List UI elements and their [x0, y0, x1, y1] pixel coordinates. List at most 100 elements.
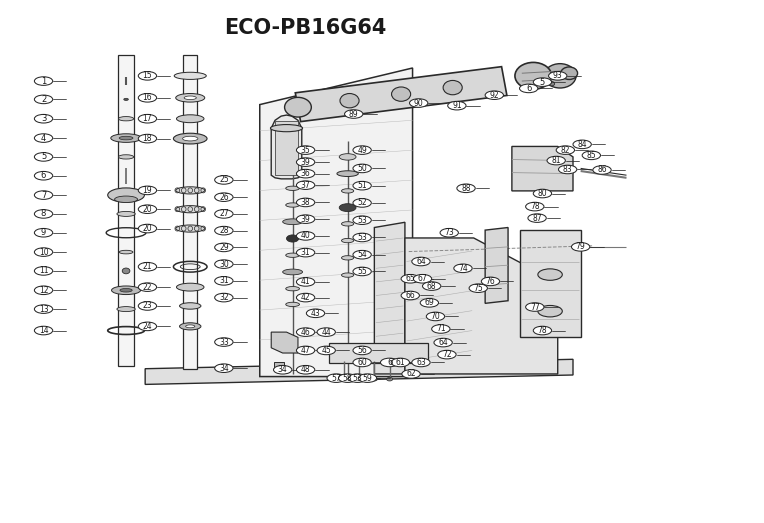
Text: 11: 11	[39, 266, 48, 276]
Ellipse shape	[117, 211, 135, 217]
Text: 81: 81	[552, 156, 561, 165]
Ellipse shape	[420, 299, 439, 307]
Text: 86: 86	[597, 165, 607, 175]
Ellipse shape	[353, 346, 371, 355]
Text: 47: 47	[301, 346, 310, 355]
Text: 53: 53	[358, 215, 367, 225]
Text: 6: 6	[387, 358, 393, 367]
Ellipse shape	[34, 191, 53, 199]
Text: 72: 72	[442, 350, 452, 359]
Ellipse shape	[306, 309, 325, 317]
Text: 71: 71	[436, 324, 445, 334]
Ellipse shape	[176, 225, 205, 232]
Ellipse shape	[215, 193, 233, 201]
Ellipse shape	[215, 243, 233, 252]
Ellipse shape	[342, 189, 354, 193]
Ellipse shape	[283, 219, 303, 224]
Ellipse shape	[485, 91, 503, 99]
Text: 58: 58	[343, 373, 352, 383]
Polygon shape	[145, 359, 573, 384]
Ellipse shape	[353, 199, 371, 207]
Ellipse shape	[112, 286, 141, 294]
Ellipse shape	[296, 346, 315, 355]
Ellipse shape	[34, 326, 53, 335]
Ellipse shape	[34, 95, 53, 104]
Ellipse shape	[438, 350, 456, 359]
Ellipse shape	[440, 229, 458, 237]
Polygon shape	[275, 121, 298, 175]
Ellipse shape	[138, 186, 157, 195]
Ellipse shape	[138, 94, 157, 102]
Text: 61: 61	[396, 358, 405, 367]
Text: 93: 93	[553, 71, 562, 81]
Ellipse shape	[34, 115, 53, 123]
Text: 31: 31	[301, 248, 310, 257]
Ellipse shape	[558, 165, 577, 174]
Ellipse shape	[412, 358, 430, 367]
Ellipse shape	[538, 269, 562, 280]
Ellipse shape	[180, 303, 201, 309]
Ellipse shape	[296, 215, 315, 223]
Text: 21: 21	[143, 262, 152, 271]
Text: 64: 64	[416, 257, 426, 266]
Text: 44: 44	[322, 327, 331, 337]
Text: 73: 73	[445, 228, 454, 237]
Text: 88: 88	[461, 184, 471, 193]
Ellipse shape	[520, 84, 538, 93]
Text: 28: 28	[219, 226, 228, 235]
Ellipse shape	[34, 172, 53, 180]
Ellipse shape	[174, 72, 206, 79]
Ellipse shape	[337, 171, 358, 176]
Ellipse shape	[338, 374, 357, 382]
Ellipse shape	[215, 176, 233, 184]
Ellipse shape	[327, 374, 345, 382]
Text: 7: 7	[40, 190, 47, 200]
Text: 43: 43	[311, 309, 320, 318]
Ellipse shape	[34, 134, 53, 142]
Text: 29: 29	[219, 243, 228, 252]
Ellipse shape	[34, 267, 53, 275]
Ellipse shape	[443, 81, 462, 95]
Ellipse shape	[115, 196, 138, 202]
Text: 54: 54	[358, 250, 367, 259]
Polygon shape	[405, 238, 558, 374]
Ellipse shape	[215, 293, 233, 302]
Text: 20: 20	[143, 204, 152, 214]
Ellipse shape	[342, 273, 354, 277]
Ellipse shape	[138, 322, 157, 331]
Ellipse shape	[296, 293, 315, 302]
Text: 55: 55	[358, 267, 367, 276]
Ellipse shape	[118, 117, 134, 121]
Ellipse shape	[533, 189, 552, 198]
Ellipse shape	[412, 257, 430, 266]
Text: 10: 10	[39, 247, 48, 257]
Text: 63: 63	[416, 358, 426, 367]
Ellipse shape	[549, 82, 555, 86]
Ellipse shape	[296, 328, 315, 336]
Ellipse shape	[34, 77, 53, 85]
Ellipse shape	[371, 378, 377, 381]
Ellipse shape	[186, 325, 195, 328]
Ellipse shape	[340, 94, 359, 108]
Ellipse shape	[549, 72, 567, 80]
Text: 65: 65	[406, 274, 415, 283]
Ellipse shape	[122, 268, 130, 274]
Text: 80: 80	[538, 189, 547, 198]
Text: 42: 42	[301, 293, 310, 302]
Ellipse shape	[138, 302, 157, 310]
Ellipse shape	[176, 115, 204, 123]
Ellipse shape	[380, 358, 399, 367]
Ellipse shape	[353, 267, 371, 276]
Text: 57: 57	[332, 373, 341, 383]
Text: 84: 84	[578, 140, 587, 149]
Ellipse shape	[286, 253, 299, 257]
Text: 4: 4	[41, 133, 46, 143]
Polygon shape	[374, 222, 405, 374]
Ellipse shape	[215, 338, 233, 346]
Ellipse shape	[561, 67, 578, 79]
Ellipse shape	[108, 188, 144, 202]
Text: 35: 35	[301, 145, 310, 155]
Ellipse shape	[138, 263, 157, 271]
Text: 56: 56	[358, 346, 367, 355]
Ellipse shape	[558, 75, 565, 79]
